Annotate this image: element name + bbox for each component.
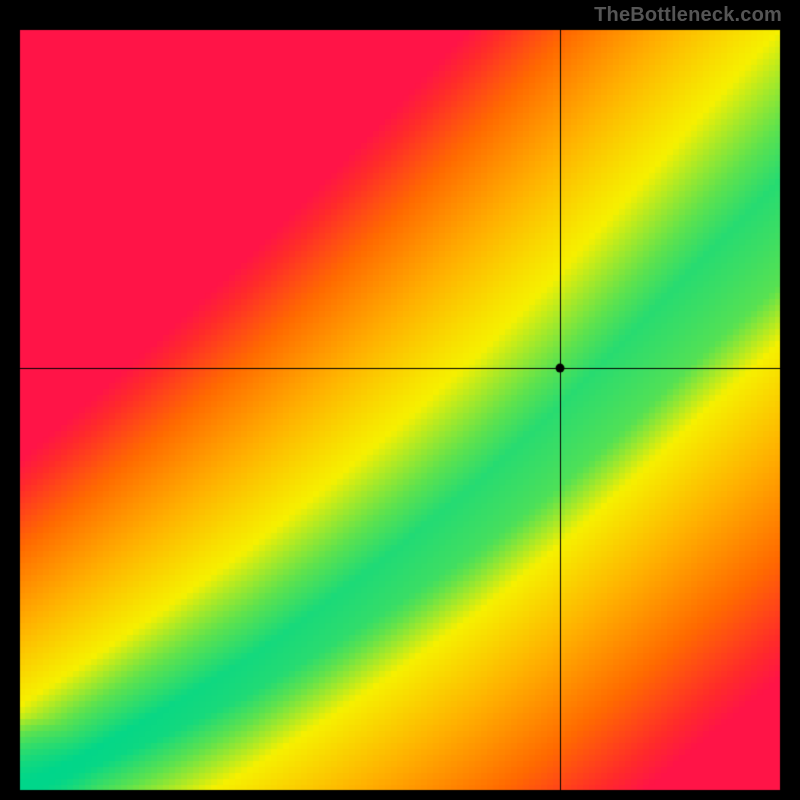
bottleneck-heatmap [0, 0, 800, 800]
chart-container: { "attribution": { "text": "TheBottlenec… [0, 0, 800, 800]
attribution-text: TheBottleneck.com [594, 4, 782, 27]
